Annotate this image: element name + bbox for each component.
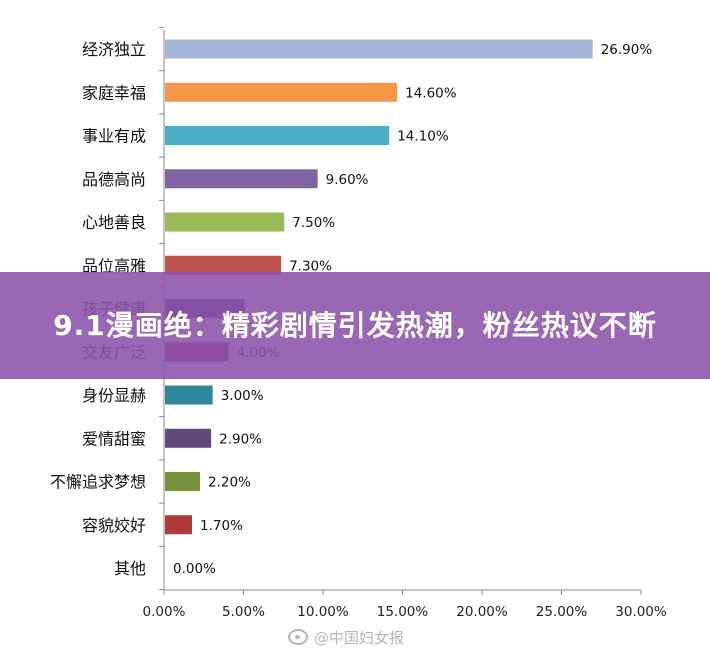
category-label: 心地善良 — [82, 213, 146, 232]
bar — [165, 212, 285, 232]
category-label: 经济独立 — [82, 40, 146, 59]
bar — [165, 39, 593, 59]
bar — [165, 169, 318, 189]
category-label: 事业有成 — [82, 127, 146, 146]
category-label: 身份显赫 — [82, 386, 146, 405]
category-label: 其他 — [114, 559, 146, 578]
bar-value-label: 1.70% — [200, 518, 243, 534]
bar — [165, 385, 213, 405]
bar-value-label: 14.60% — [405, 85, 457, 101]
category-label: 品位高雅 — [82, 256, 146, 275]
chart-axes: 0.00% 5.00% 10.00% 15.00% 20.00% 25.00% 30.00% — [143, 26, 667, 620]
category-label: 家庭幸福 — [82, 83, 146, 102]
bar — [165, 126, 390, 145]
headline-title: 9.1漫画绝：精彩剧情引发热潮，粉丝热议不断 — [53, 308, 657, 342]
headline-banner: 9.1漫画绝：精彩剧情引发热潮，粉丝热议不断 — [0, 272, 710, 379]
x-tick-label: 25.00% — [536, 604, 588, 620]
x-tick-label: 5.00% — [222, 604, 265, 620]
bar — [165, 428, 212, 448]
watermark: @中国妇女报 — [288, 626, 404, 648]
x-tick-label: 15.00% — [377, 604, 429, 620]
bar-value-label: 0.00% — [173, 561, 216, 577]
category-label: 容貌姣好 — [82, 516, 146, 535]
category-label: 品德高尚 — [82, 170, 146, 189]
bar — [165, 82, 398, 102]
category-label: 不懈追求梦想 — [50, 473, 146, 492]
bar-value-label: 7.30% — [289, 258, 332, 274]
bar-value-label: 26.90% — [601, 42, 653, 58]
bar-value-label: 3.00% — [221, 388, 264, 404]
x-tick-label: 30.00% — [615, 604, 667, 620]
bar-value-label: 7.50% — [292, 215, 335, 231]
weibo-icon — [288, 629, 308, 645]
bar-value-label: 2.90% — [219, 431, 262, 447]
bar-value-label: 2.20% — [208, 475, 251, 491]
category-label: 爱情甜蜜 — [82, 429, 146, 448]
x-tick-label: 20.00% — [456, 604, 508, 620]
bar — [165, 472, 200, 491]
bar-value-label: 9.60% — [326, 172, 369, 188]
bar — [165, 255, 282, 275]
watermark-text: @中国妇女报 — [314, 628, 405, 647]
x-tick-label: 10.00% — [297, 604, 349, 620]
bar — [165, 515, 193, 535]
bar-value-label: 14.10% — [397, 129, 449, 145]
x-tick-label: 0.00% — [143, 604, 186, 620]
